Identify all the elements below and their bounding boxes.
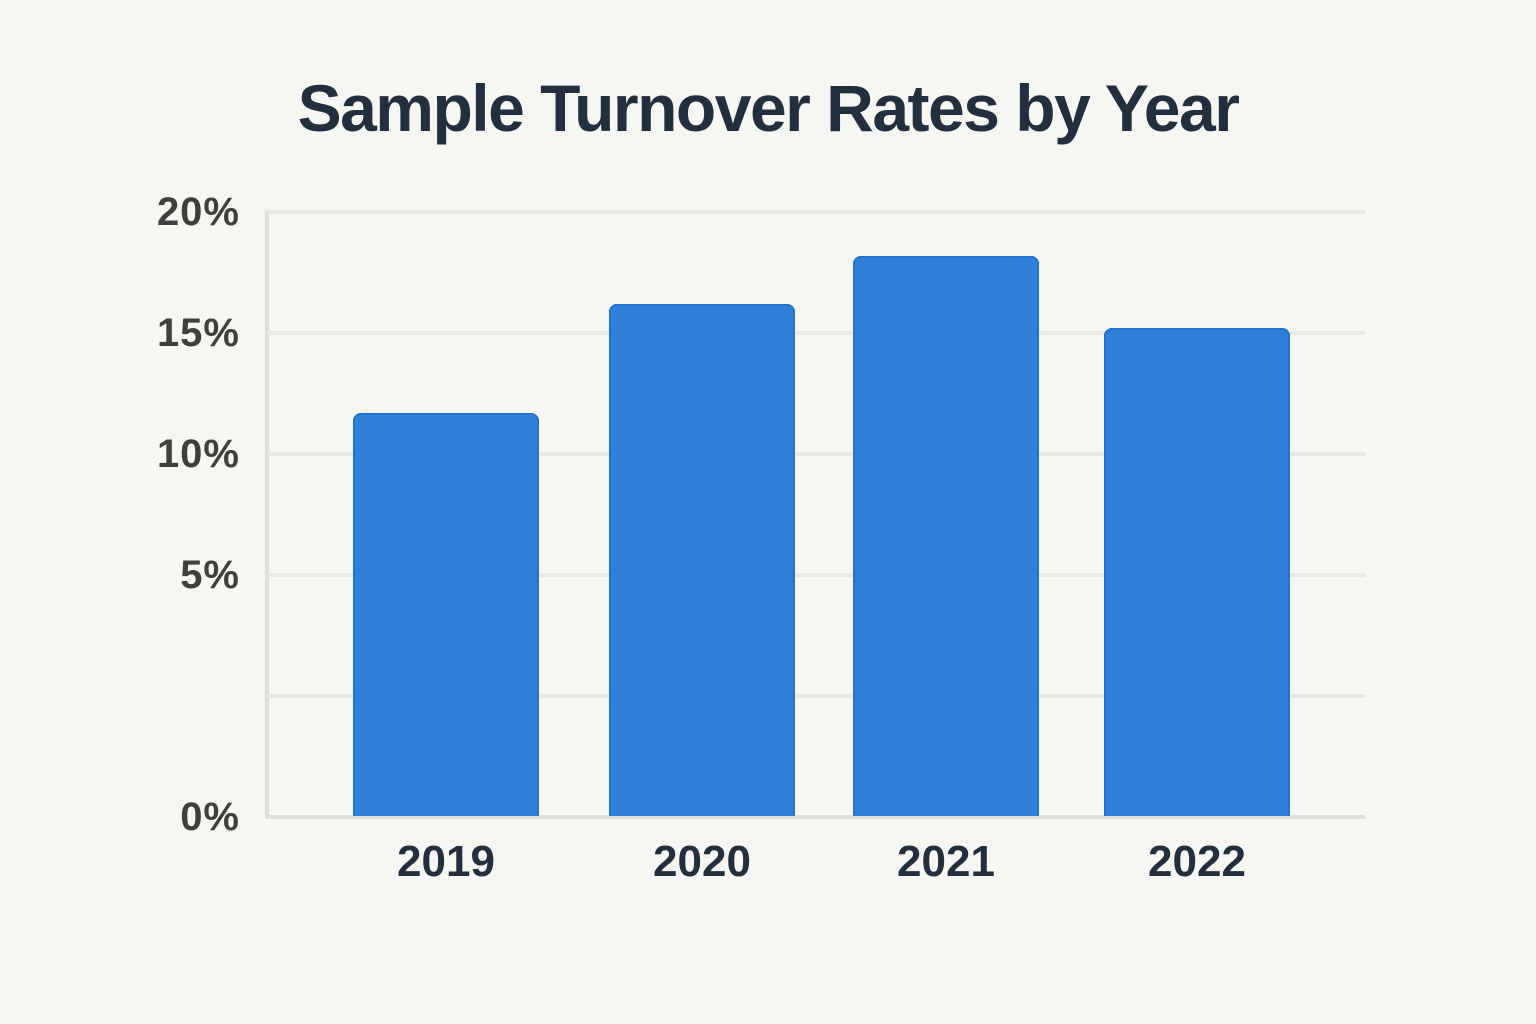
bar-2019 (353, 412, 539, 816)
y-tick-label-10: 10% (156, 432, 240, 476)
x-axis-line (265, 815, 1366, 819)
x-tick-label-2019: 2019 (397, 837, 495, 886)
gridline (267, 573, 1366, 577)
chart-title: Sample Turnover Rates by Year (297, 71, 1240, 145)
x-tick-label-2021: 2021 (897, 837, 995, 886)
bar-2020 (609, 303, 795, 816)
y-tick-label-15: 15% (156, 311, 240, 355)
bar-2022 (1104, 328, 1290, 816)
bar-2021 (853, 255, 1039, 816)
gridline (267, 210, 1366, 214)
y-axis-line (265, 210, 269, 819)
y-tick-label-0: 0% (180, 795, 240, 839)
x-tick-label-2020: 2020 (653, 837, 751, 886)
gridline (267, 331, 1366, 335)
y-tick-label-20: 20% (156, 190, 240, 234)
x-tick-label-2022: 2022 (1148, 837, 1246, 886)
y-tick-label-5: 5% (180, 553, 240, 597)
gridline (267, 694, 1366, 698)
gridline (267, 452, 1366, 456)
